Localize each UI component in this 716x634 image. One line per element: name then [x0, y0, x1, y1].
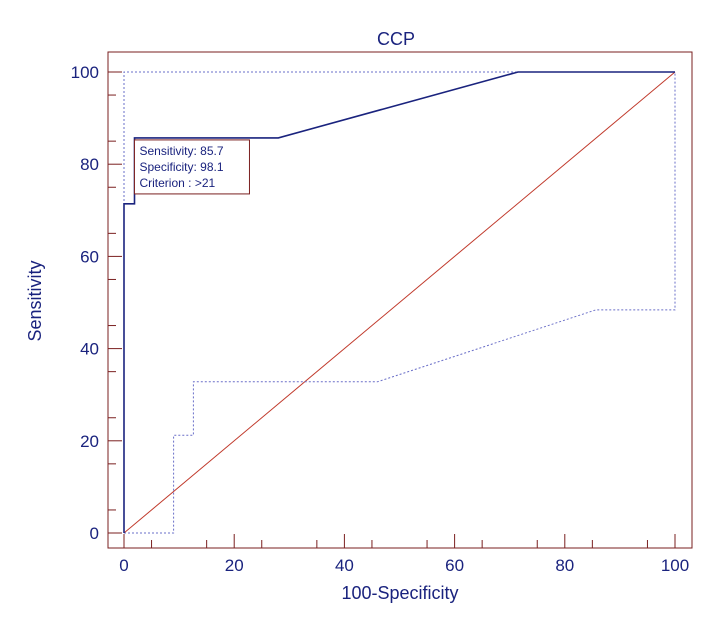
annotation-box: [133, 139, 250, 195]
plot-frame: [107, 51, 693, 549]
annotation-criterion: Criterion : >21: [139, 176, 215, 190]
roc-curve-line: [123, 71, 675, 533]
y-axis-title: Sensitivity: [25, 260, 45, 341]
annotation-sensitivity: Sensitivity: 85.7: [139, 144, 223, 158]
x-tick-label: 20: [225, 556, 244, 575]
y-tick-labels: 0 20 40 60 80 100: [71, 63, 99, 543]
criterion-annotation: Sensitivity: 85.7 Specificity: 98.1 Crit…: [133, 139, 250, 195]
series-layer: [123, 71, 676, 534]
major-ticks: [108, 71, 676, 548]
x-tick-label: 0: [119, 556, 128, 575]
x-axis-title: 100-Specificity: [341, 583, 458, 603]
x-tick-label: 60: [445, 556, 464, 575]
x-tick-labels: 0 20 40 60 80 100: [119, 556, 689, 575]
y-tick-label: 60: [80, 247, 99, 266]
y-tick-label: 0: [90, 524, 99, 543]
annotation-specificity: Specificity: 98.1: [139, 160, 223, 174]
chart-title: CCP: [377, 29, 415, 49]
lower-confidence-bound-line: [124, 72, 676, 534]
y-tick-label: 40: [80, 340, 99, 359]
x-tick-label: 40: [335, 556, 354, 575]
y-tick-label: 20: [80, 432, 99, 451]
x-tick-label: 100: [661, 556, 689, 575]
x-tick-label: 80: [555, 556, 574, 575]
diagonal-reference-line: [123, 71, 676, 534]
y-tick-label: 80: [80, 155, 99, 174]
minor-ticks: [108, 94, 648, 548]
y-tick-label: 100: [71, 63, 99, 82]
